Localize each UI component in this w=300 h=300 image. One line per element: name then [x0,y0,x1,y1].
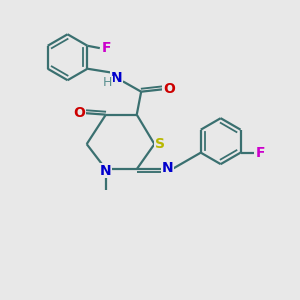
Text: S: S [155,137,165,151]
Text: H: H [103,76,112,89]
Text: N: N [161,161,173,175]
Text: N: N [100,164,112,178]
Text: F: F [101,41,111,55]
Text: F: F [256,146,265,160]
Text: O: O [163,82,175,96]
Text: N: N [111,71,122,85]
Text: O: O [74,106,85,120]
